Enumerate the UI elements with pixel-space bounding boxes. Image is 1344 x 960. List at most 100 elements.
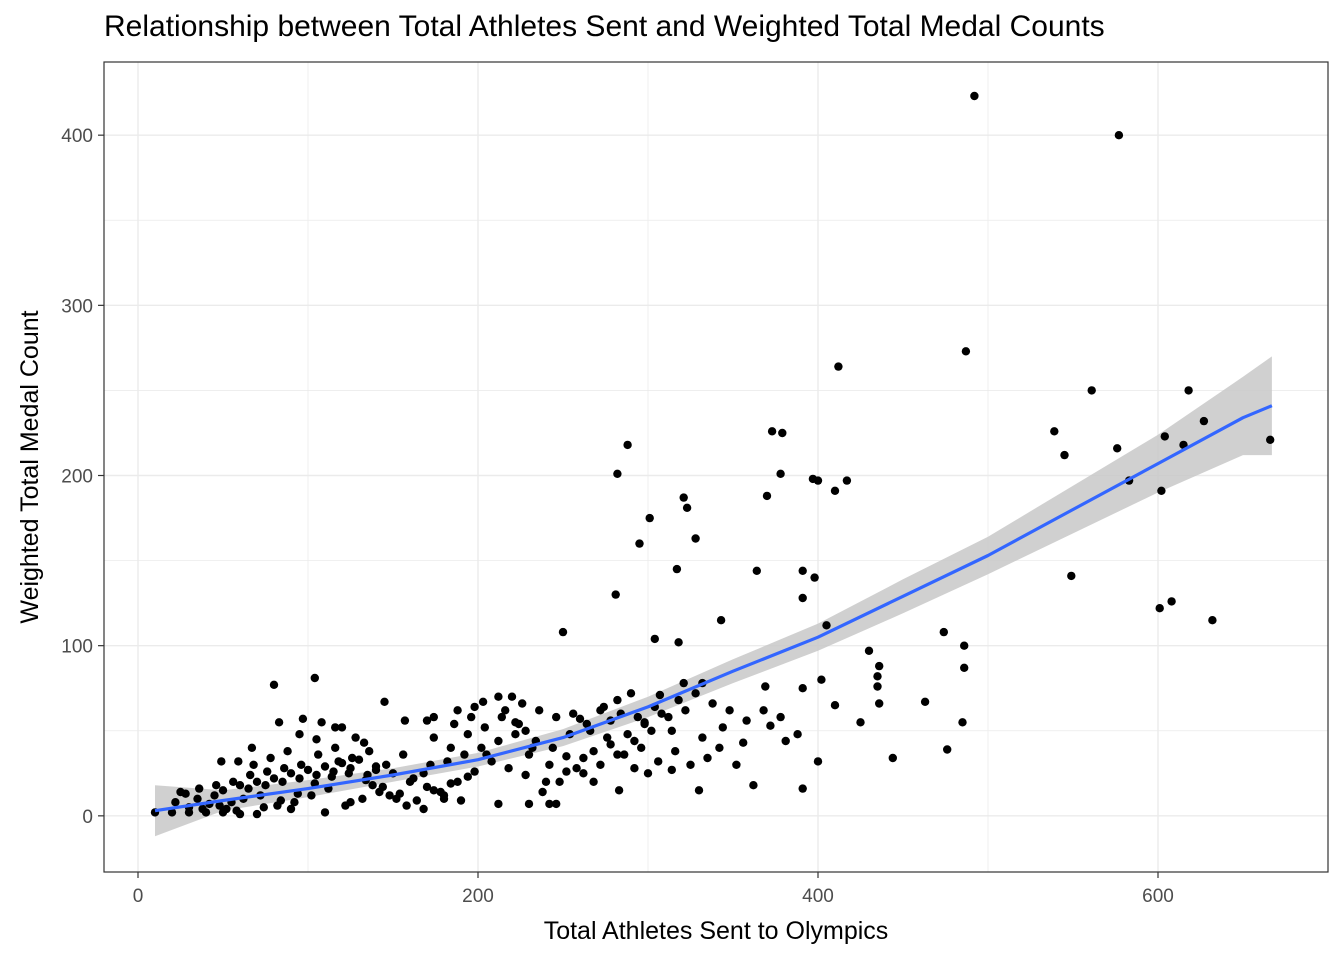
data-point xyxy=(382,760,391,769)
data-point xyxy=(558,627,568,637)
y-axis-title: Weighted Total Medal Count xyxy=(16,310,44,623)
data-point xyxy=(762,491,772,501)
data-point xyxy=(623,440,632,450)
data-point xyxy=(344,769,353,778)
data-point xyxy=(247,743,257,752)
data-point xyxy=(630,736,639,746)
data-point xyxy=(261,781,270,790)
data-point xyxy=(548,743,557,752)
data-point xyxy=(327,772,336,781)
data-point xyxy=(552,799,561,809)
data-point xyxy=(518,699,527,708)
x-axis-title: Total Athletes Sent to Olympics xyxy=(544,917,889,945)
data-point xyxy=(1208,616,1217,625)
data-point xyxy=(453,777,462,786)
data-point xyxy=(613,695,622,705)
data-points-layer xyxy=(150,91,1275,819)
data-point xyxy=(1087,386,1096,395)
data-point xyxy=(620,750,629,759)
data-point xyxy=(920,697,930,706)
data-point xyxy=(359,738,369,747)
x-tick-label: 200 xyxy=(462,886,494,907)
data-point xyxy=(1050,427,1059,436)
data-point xyxy=(613,469,622,478)
data-point xyxy=(817,675,826,684)
data-point xyxy=(246,770,255,780)
data-point xyxy=(252,809,262,819)
data-point xyxy=(1160,432,1170,441)
data-point xyxy=(545,799,554,809)
data-point xyxy=(614,786,624,795)
x-tick-label: 600 xyxy=(1142,886,1174,907)
data-point xyxy=(317,718,326,727)
data-point xyxy=(450,719,459,729)
data-point xyxy=(307,791,316,800)
data-point xyxy=(524,750,534,759)
data-point xyxy=(813,757,823,766)
data-point xyxy=(429,712,438,722)
data-point xyxy=(725,706,734,715)
data-point xyxy=(507,692,517,701)
data-point xyxy=(686,760,695,769)
data-point xyxy=(266,753,275,763)
data-point xyxy=(478,697,488,706)
data-point xyxy=(1199,416,1209,426)
data-point xyxy=(596,760,605,769)
data-point xyxy=(400,716,410,725)
data-point xyxy=(873,672,882,681)
data-point xyxy=(422,716,432,725)
data-point xyxy=(470,702,479,712)
data-point xyxy=(798,566,807,575)
data-point xyxy=(579,753,588,763)
data-point xyxy=(312,770,321,780)
data-point xyxy=(535,706,544,715)
data-point xyxy=(813,476,823,485)
data-point xyxy=(611,590,620,599)
data-point xyxy=(337,758,347,768)
data-point xyxy=(635,539,644,548)
data-point xyxy=(582,719,591,729)
data-point xyxy=(793,730,802,739)
data-point xyxy=(290,798,299,807)
data-point xyxy=(378,782,387,792)
data-point xyxy=(320,808,330,817)
data-point xyxy=(297,760,306,769)
data-point xyxy=(269,774,279,783)
data-point xyxy=(419,804,428,814)
data-point xyxy=(244,784,253,793)
data-point xyxy=(603,733,612,742)
data-point xyxy=(453,706,462,715)
data-point xyxy=(647,726,656,735)
data-point xyxy=(331,743,340,752)
data-point xyxy=(830,701,840,710)
data-point xyxy=(781,736,790,746)
data-point xyxy=(212,781,221,790)
data-point xyxy=(504,764,513,773)
data-point xyxy=(645,513,654,523)
data-point xyxy=(555,777,564,786)
data-point xyxy=(715,743,724,752)
y-tick-label: 0 xyxy=(82,807,93,828)
data-point xyxy=(691,534,700,543)
data-point xyxy=(679,493,688,502)
data-point xyxy=(943,745,952,754)
data-point xyxy=(274,718,284,727)
data-point xyxy=(664,712,673,722)
data-point xyxy=(295,774,304,783)
x-tick-label: 0 xyxy=(133,886,144,907)
data-point xyxy=(589,747,598,756)
data-point xyxy=(399,750,408,759)
data-point xyxy=(834,362,843,371)
data-point xyxy=(674,638,683,647)
data-point xyxy=(351,733,360,742)
data-point xyxy=(718,723,727,732)
data-point xyxy=(674,695,683,705)
data-point xyxy=(606,740,615,749)
data-point xyxy=(681,706,690,715)
data-point xyxy=(501,706,510,715)
data-point xyxy=(405,777,415,786)
data-point xyxy=(298,714,308,723)
data-point xyxy=(650,634,659,644)
data-point xyxy=(599,702,608,712)
